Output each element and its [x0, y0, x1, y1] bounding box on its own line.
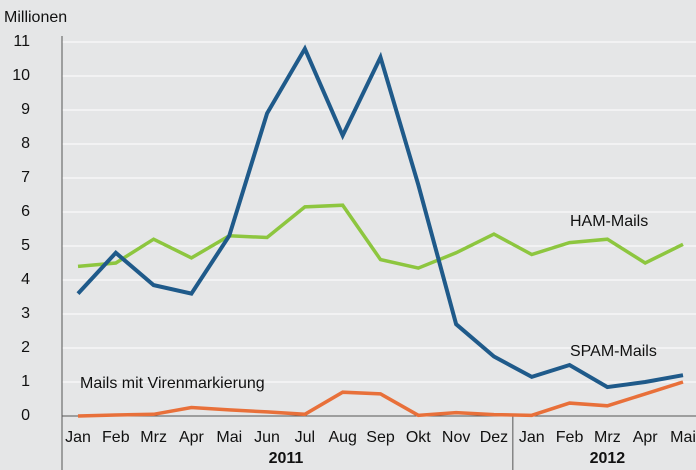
x-tick-label: Feb [102, 429, 130, 446]
series-label: Mails mit Virenmarkierung [80, 375, 265, 392]
y-axis-label: Millionen [4, 9, 67, 26]
series-line [76, 44, 684, 390]
y-tick-label: 7 [21, 169, 30, 186]
x-tick-label: Feb [556, 429, 584, 446]
x-tick-label: Jul [295, 429, 315, 446]
group-label: 2011 [269, 450, 304, 467]
y-tick-label: 9 [21, 101, 30, 118]
y-tick-label: 4 [21, 271, 30, 288]
y-tick-label: 6 [21, 203, 30, 220]
series-line [77, 380, 684, 418]
x-tick-label: Apr [179, 429, 205, 446]
x-tick-label: Jun [254, 429, 280, 446]
x-tick-label: Mrz [594, 429, 621, 446]
x-tick-label: Jan [519, 429, 545, 446]
x-tick-label: Mai [670, 429, 696, 446]
y-tick-label: 10 [12, 67, 30, 84]
x-tick-label: Aug [328, 429, 356, 446]
y-tick-label: 0 [21, 407, 30, 424]
y-tick-label: 3 [21, 305, 30, 322]
series-label: SPAM-Mails [570, 343, 657, 360]
x-tick-label: Sep [366, 429, 395, 446]
y-tick-label: 5 [21, 237, 30, 254]
x-tick-label: Mai [216, 429, 242, 446]
y-tick-label: 11 [13, 33, 30, 50]
series-label: HAM-Mails [570, 213, 648, 230]
series-line [77, 203, 684, 270]
group-label: 2012 [590, 450, 626, 467]
x-tick-label: Okt [406, 429, 431, 446]
y-tick-label: 2 [21, 339, 30, 356]
x-tick-label: Dez [480, 429, 508, 446]
y-tick-label: 8 [21, 135, 30, 152]
x-tick-label: Jan [65, 429, 91, 446]
x-tick-label: Nov [442, 429, 470, 446]
y-tick-label: 1 [21, 373, 30, 390]
x-tick-label: Mrz [140, 429, 167, 446]
x-tick-label: Apr [633, 429, 659, 446]
